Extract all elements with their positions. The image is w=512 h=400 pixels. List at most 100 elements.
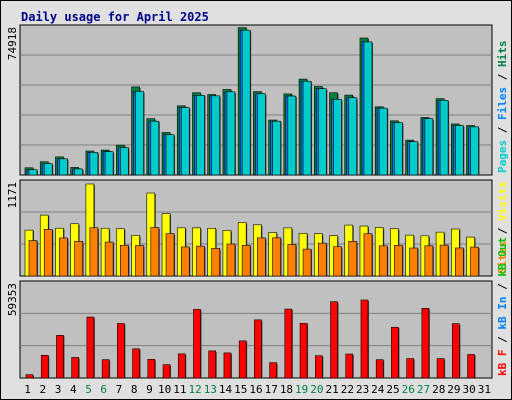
sites-bar	[241, 244, 251, 277]
kbf-bar	[375, 359, 384, 379]
sites-bar	[211, 248, 221, 277]
kbf-bar	[452, 323, 460, 379]
kbf-bar	[284, 308, 293, 379]
sites-bar	[317, 242, 327, 277]
x-tick-label: 29	[447, 383, 460, 396]
x-tick-label: 3	[55, 383, 62, 396]
x-tick-label: 19	[295, 383, 308, 396]
legend-entry: /	[496, 221, 509, 241]
legend-entry: kB In	[496, 297, 509, 330]
pages-bar	[470, 126, 479, 176]
x-tick-label: 21	[326, 383, 339, 396]
sites-bar	[150, 227, 160, 277]
kbf-bar	[406, 358, 414, 379]
x-tick-label: 1	[24, 383, 31, 396]
x-tick-label: 4	[70, 383, 77, 396]
sites-bar	[272, 237, 281, 277]
pages-bar	[104, 151, 114, 176]
x-tick-label: 17	[265, 383, 278, 396]
kbf-bar	[177, 353, 186, 379]
kbf-bar	[162, 364, 171, 379]
pages-bar	[302, 80, 312, 176]
x-tick-label: 27	[417, 383, 430, 396]
y-max-label: 1171	[6, 182, 19, 209]
sites-bar	[439, 244, 449, 277]
x-tick-label: 15	[234, 383, 247, 396]
x-tick-label: 24	[371, 383, 385, 396]
pages-bar	[394, 122, 403, 176]
x-tick-label: 23	[356, 383, 369, 396]
legend-entry: Visits	[496, 181, 509, 221]
x-tick-label: 25	[386, 383, 399, 396]
sites-bar	[287, 244, 297, 277]
x-tick-label: 12	[188, 383, 201, 396]
pages-bar	[287, 95, 297, 176]
sites-bar	[409, 247, 418, 277]
pages-bar	[378, 107, 388, 176]
kbf-bar	[299, 323, 308, 379]
sites-bar	[28, 240, 38, 277]
sites-bar	[165, 233, 175, 277]
sites-bar	[333, 246, 342, 277]
legend-entry: Hits	[496, 41, 509, 68]
sites-bar	[120, 244, 129, 277]
legend-label: Pages / Files / Hits	[496, 41, 509, 174]
kbf-bar	[436, 358, 445, 379]
kbf-bar	[269, 362, 277, 379]
kbf-bar	[40, 354, 49, 379]
legend-entry: Pages	[496, 140, 509, 173]
sites-bar	[348, 241, 358, 277]
x-tick-label: 7	[116, 383, 123, 396]
pages-bar	[28, 169, 38, 176]
x-tick-label: 31	[478, 383, 491, 396]
kbf-bar	[391, 326, 399, 379]
pages-bar	[363, 41, 373, 176]
sites-bar	[59, 237, 68, 277]
kbf-bar	[360, 299, 369, 379]
sites-bar	[378, 245, 388, 277]
sites-bar	[257, 237, 266, 277]
pages-bar	[59, 158, 68, 176]
legend-entry: Sites	[496, 241, 509, 274]
sites-bar	[394, 245, 403, 277]
x-tick-label: 2	[40, 383, 47, 396]
pages-bar	[272, 120, 281, 176]
kbf-bar	[25, 374, 34, 379]
sites-bar	[43, 229, 53, 277]
sites-bar	[196, 245, 205, 277]
x-tick-label: 28	[432, 383, 445, 396]
pages-bar	[165, 134, 175, 176]
pages-bar	[226, 91, 236, 176]
pages-bar	[74, 168, 83, 176]
pages-bar	[317, 88, 327, 176]
x-tick-label: 30	[463, 383, 476, 396]
kbf-bar	[208, 350, 217, 379]
legend-entry: /	[496, 120, 509, 140]
pages-bar	[135, 91, 144, 176]
x-tick-label: 8	[131, 383, 138, 396]
kbf-bar	[238, 340, 247, 379]
kbf-bar	[147, 359, 156, 379]
legend-entry: /	[496, 67, 509, 87]
x-tick-label: 11	[173, 383, 186, 396]
x-tick-label: 9	[146, 383, 153, 396]
sites-bar	[363, 233, 373, 277]
sites-bar	[135, 245, 144, 277]
x-tick-label: 18	[280, 383, 293, 396]
kbf-bar	[467, 354, 475, 379]
x-tick-label: 16	[249, 383, 262, 396]
y-max-label: 74918	[6, 27, 19, 60]
kbf-bar	[314, 355, 323, 379]
kbf-bar	[421, 307, 430, 379]
kbf-bar	[223, 352, 232, 379]
pages-bar	[180, 107, 190, 176]
kbf-bar	[345, 353, 354, 379]
sites-bar	[424, 245, 434, 277]
pages-bar	[150, 120, 160, 176]
sites-bar	[470, 246, 479, 277]
kbf-bar	[132, 348, 140, 379]
x-tick-label: 14	[219, 383, 233, 396]
x-tick-label: 10	[158, 383, 171, 396]
kbf-bar	[193, 309, 201, 379]
